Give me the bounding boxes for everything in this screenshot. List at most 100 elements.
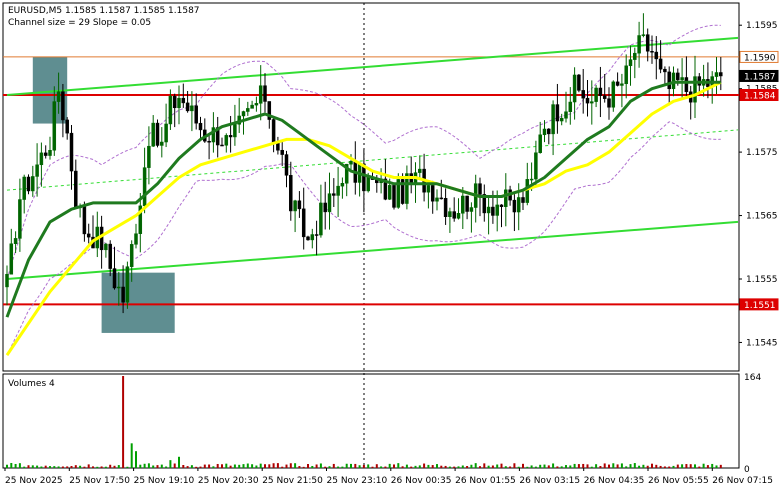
candle-body-bull [190,105,194,112]
candle [594,85,598,108]
slow-moving-average [5,80,722,356]
candle [155,119,160,148]
candle-body-bull [559,118,564,122]
candle [624,54,628,99]
price-tick-label: 1.1575 [746,148,778,158]
candle [284,150,289,188]
candle [650,35,654,64]
candle-body-bull [340,183,345,187]
candle-body-bull [469,207,474,212]
candle [590,80,594,125]
candle-body-bull [319,202,323,236]
candle [336,166,340,217]
candle [396,173,401,209]
candle-body-bull [177,97,181,109]
candle [658,40,663,74]
candle [654,36,659,80]
price-tag-level: 1.1584 [744,92,776,102]
candle-body-bear [271,119,276,143]
candle-body-bull [534,152,538,180]
candle [43,145,48,159]
candle-body-bear [69,132,74,172]
candle-body-bull [693,76,697,103]
candle-body-bull [104,243,108,251]
candle-body-bull [572,74,577,103]
time-tick-label: 25 Nov 2025 [5,476,63,486]
candle-body-bull [327,193,332,213]
candle [147,126,151,185]
candle-body-bear [172,95,177,109]
candle [65,117,69,140]
candle-body-bull [435,197,439,202]
candle [439,179,444,200]
time-tick-label: 26 Nov 01:55 [455,476,516,486]
candle-body-bear [555,104,560,122]
candle-body-bear [383,178,388,200]
candle [9,228,14,275]
candle-body-bear [280,149,284,155]
candle-body-bear [228,135,233,138]
candle [486,195,491,235]
candle [172,93,177,128]
candle-body-bull [637,35,641,54]
candle [714,56,719,95]
candle-body-bear [645,34,650,52]
candle [525,162,530,206]
candle [332,178,336,207]
candle-body-bear [650,50,654,53]
chart-subtitle: Channel size = 29 Slope = 0.05 [8,18,151,28]
candle-body-bull [5,273,9,288]
candle [667,66,671,106]
candle-body-bull [35,164,39,177]
candle-body-bull [13,238,18,244]
envelope-upper [6,24,721,280]
candle-body-bear [332,193,336,196]
candle-body-bull [714,72,719,77]
candle-body-bull [387,185,392,200]
candle-body-bear [684,77,689,93]
candle [306,235,310,241]
candle [572,67,577,120]
candle-body-bull [590,101,594,104]
candle-body-bull [9,243,14,275]
candle-body-bull [117,286,121,289]
candle [602,74,607,103]
candle-body-bull [39,152,44,166]
price-tick-label: 1.1555 [746,275,778,285]
candle-body-bull [504,189,508,207]
candle-body-bull [151,122,155,147]
candle [52,86,57,156]
entry-zone-2 [101,272,175,333]
candle-body-bull [568,101,573,112]
candle [362,149,366,213]
candle [577,73,581,93]
candle [48,136,52,160]
candle-body-bear [155,122,160,146]
time-tick-label: 26 Nov 04:35 [584,476,645,486]
candle-body-bear [719,72,723,77]
candle [615,72,620,87]
candle [551,100,555,156]
fast-moving-average [5,80,721,318]
candle [426,180,431,209]
candle-body-bull [680,77,684,81]
candle-body-bear [512,199,517,213]
candle [585,79,590,117]
candle [435,189,439,211]
candle [61,83,65,138]
price-tag-level: 1.1551 [744,301,776,311]
price-tick-label: 1.1545 [746,338,778,348]
candle-body-bull [293,200,297,212]
candle-body-bull [138,205,143,234]
candle [289,161,293,221]
candle-body-bull [564,111,568,119]
time-tick-label: 26 Nov 07:15 [712,476,773,486]
candle-body-bull [418,168,422,173]
candle-body-bull [344,163,349,184]
candle-body-bear [521,197,525,203]
candle-body-bear [314,234,319,236]
candle-body-bear [362,163,366,192]
candle [611,80,616,112]
candle-body-bull [246,108,250,112]
